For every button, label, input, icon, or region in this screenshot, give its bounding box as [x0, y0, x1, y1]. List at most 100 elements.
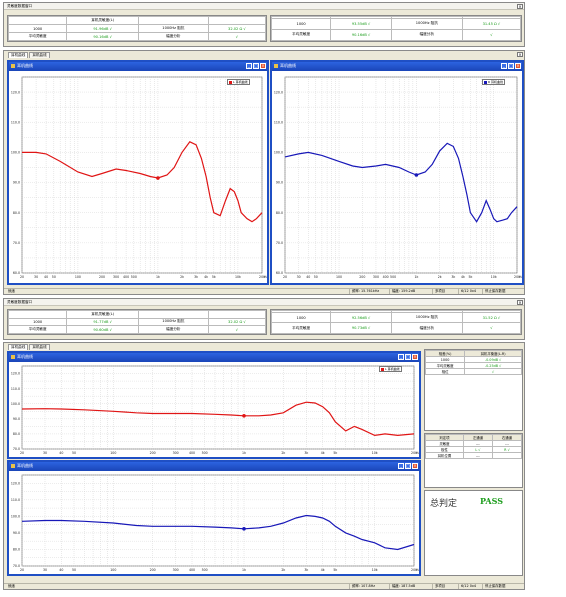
tab-curve-2[interactable]: 耳机曲线 — [29, 52, 50, 58]
tab-curve-1[interactable]: 耳机曲线 — [8, 52, 29, 58]
curve-window-left: 耳机曲线 _ □ × 120.0 110.0 100.0 90.0 80.0 70.0 60.0… — [7, 60, 269, 285]
x-tick-label: 20k — [514, 275, 520, 279]
x-tick-label: 30 — [43, 451, 47, 455]
window-buttons: _ □ × — [245, 63, 266, 69]
plot-frame — [284, 76, 518, 274]
close-icon[interactable]: × — [515, 63, 521, 69]
x-tick-label: 100 — [110, 451, 116, 455]
judge-panel: 判定项 左通道 右通道 灵敏度 --- --- 极性 L √ R √ 耳机位置 --- — [424, 433, 523, 488]
curve-window-title: 耳机曲线 — [9, 62, 267, 71]
status-bar-top: 就绪 频率: 15.761kHz 幅度: 159.2dB 多项目 6/12 0x… — [4, 288, 524, 294]
x-tick-label: 200 — [359, 275, 365, 279]
y-tick-label: 110.0 — [11, 498, 20, 502]
legend-bottom-l: L 耳机曲线 — [379, 366, 402, 372]
marker-1khz — [156, 176, 160, 180]
x-tick-label: 1k — [156, 275, 160, 279]
y-tick-label: 120.0 — [11, 372, 20, 376]
x-tick-label: 10k — [372, 568, 378, 572]
stop-saving-button[interactable]: 停止保存数据 — [482, 584, 505, 589]
x-unit-label: Hz — [416, 451, 419, 455]
minimize-icon[interactable]: _ — [398, 463, 404, 469]
x-tick-label: 2k — [281, 568, 285, 572]
x-tick-label: 2k — [281, 451, 285, 455]
verdict-value: PASS — [480, 496, 504, 506]
y-tick-label: 100.0 — [11, 151, 20, 155]
x-tick-label: 20 — [283, 275, 287, 279]
x-tick-label: 10k — [235, 275, 241, 279]
chart-bottom-right-channel: 120.0 110.0 100.0 90.0 80.0 70.020 30 40 50 100 20… — [9, 471, 419, 574]
x-tick-label: 30 — [43, 568, 47, 572]
x-tick-label: 200 — [150, 568, 156, 572]
x-tick-label: 4k — [461, 275, 465, 279]
x-tick-label: 500 — [390, 275, 396, 279]
y-tick-label: 100.0 — [11, 515, 20, 519]
curve-area-top: 耳机曲线 耳机曲线 × 耳机曲线 _ □ × 120.0 110.0 100.0 90.0 8… — [3, 50, 525, 295]
window-title: 灵敏度数据窗口 — [4, 299, 524, 306]
x-tick-label: 400 — [123, 275, 129, 279]
x-tick-label: 300 — [173, 568, 179, 572]
x-tick-label: 200 — [99, 275, 105, 279]
y-tick-label: 90.0 — [13, 531, 20, 535]
legend-left-top: L 耳机曲线 — [227, 79, 250, 85]
close-button[interactable]: × — [517, 52, 523, 57]
chart-right-top: 120.0 110.0 100.0 90.0 80.0 70.0 60.020 30 40 50 1… — [272, 71, 522, 283]
x-tick-label: 40 — [59, 451, 63, 455]
maximize-icon[interactable]: □ — [508, 63, 514, 69]
y-tick-label: 90.0 — [276, 181, 283, 185]
x-tick-label: 2k — [180, 275, 184, 279]
close-button[interactable]: × — [517, 4, 523, 9]
maximize-icon[interactable]: □ — [405, 463, 411, 469]
y-tick-label: 110.0 — [11, 120, 20, 124]
left-sensitivity-table: 耳机灵敏度(L) 1000 91.96dB √ 1000Hz 阻抗 32.02 Ω √… — [7, 15, 267, 42]
window-buttons: _ □ × — [397, 463, 418, 469]
tab-curve-1[interactable]: 耳机曲线 — [8, 344, 29, 350]
right-sensitivity-table: 1000 93.55dB √ 1000Hz 阻抗 31.45 Ω √ 平均灵敏度 90.… — [270, 15, 522, 42]
chart-bottom-left-channel: 120.0 110.0 100.0 90.0 80.0 70.020 30 40 50 100 20… — [9, 362, 419, 457]
x-tick-label: 3k — [304, 451, 308, 455]
x-unit-label: Hz — [264, 275, 267, 279]
minimize-icon[interactable]: _ — [398, 354, 404, 360]
maximize-icon[interactable]: □ — [405, 354, 411, 360]
x-tick-label: 200 — [150, 451, 156, 455]
plot-frame — [21, 76, 263, 274]
close-icon[interactable]: × — [412, 463, 418, 469]
marker-1khz — [242, 414, 246, 418]
curve-window-title: 耳机曲线 — [9, 353, 419, 362]
tab-curve-2[interactable]: 耳机曲线 — [29, 344, 50, 350]
x-tick-label: 30 — [34, 275, 38, 279]
x-tick-label: 300 — [173, 451, 179, 455]
x-tick-label: 400 — [189, 568, 195, 572]
y-tick-label: 80.0 — [13, 211, 20, 215]
curve-window-title: 耳机曲线 — [9, 462, 419, 471]
chart-left-top: 120.0 110.0 100.0 90.0 80.0 70.0 60.020 30 40 50 1… — [9, 71, 267, 283]
curve-window-title: 耳机曲线 — [272, 62, 522, 71]
x-tick-label: 10k — [372, 451, 378, 455]
y-tick-label: 120.0 — [11, 481, 20, 485]
x-tick-label: 400 — [383, 275, 389, 279]
x-tick-label: 10k — [491, 275, 497, 279]
maximize-icon[interactable]: □ — [253, 63, 259, 69]
close-button[interactable]: × — [517, 300, 523, 305]
close-icon[interactable]: × — [412, 354, 418, 360]
x-tick-label: 1k — [242, 451, 246, 455]
minimize-icon[interactable]: _ — [246, 63, 252, 69]
marker-1khz — [242, 526, 246, 531]
stop-saving-button[interactable]: 停止保存数据 — [482, 289, 505, 294]
series-line — [21, 514, 415, 551]
app-icon — [11, 464, 15, 468]
x-tick-label: 50 — [72, 451, 76, 455]
balance-panel: 相差(%) 耳机平衡度(L-R) 1000 -0.09dB √ 平均灵敏度 -0.25… — [424, 349, 523, 431]
app-icon — [274, 64, 278, 68]
minimize-icon[interactable]: _ — [501, 63, 507, 69]
y-tick-label: 90.0 — [13, 417, 20, 421]
x-tick-label: 100 — [75, 275, 81, 279]
y-tick-label: 100.0 — [274, 151, 283, 155]
y-tick-label: 90.0 — [13, 181, 20, 185]
x-tick-label: 5k — [469, 275, 473, 279]
y-tick-label: 80.0 — [276, 211, 283, 215]
x-tick-label: 20k — [259, 275, 265, 279]
x-tick-label: 20 — [20, 451, 24, 455]
series-line — [21, 401, 415, 437]
y-tick-label: 60.0 — [13, 271, 20, 275]
close-icon[interactable]: × — [260, 63, 266, 69]
